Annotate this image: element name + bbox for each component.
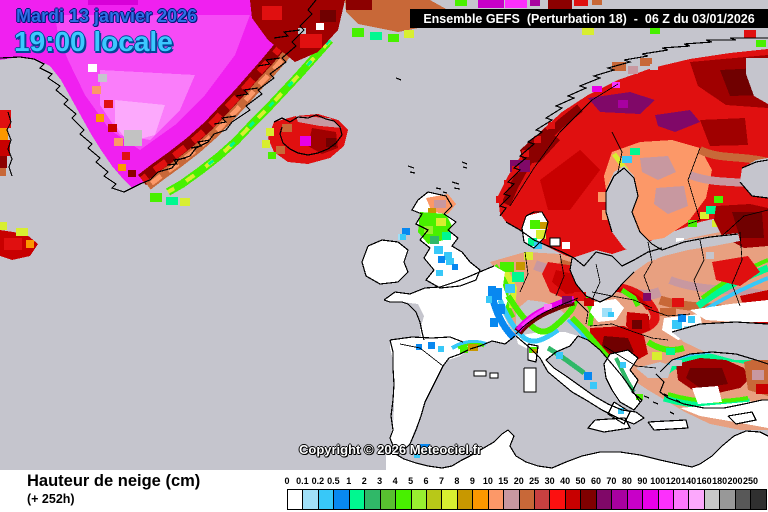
legend-tick-label: 200 [727,476,743,486]
legend-tick-label: 6 [423,476,429,486]
legend-color-cell [410,489,427,510]
legend-color-cell [657,489,674,510]
legend-color-cell [611,489,628,510]
legend-color-cell [534,489,551,510]
legend-color-cell [425,489,443,510]
legend-tick-label: 80 [621,476,632,486]
legend-tick-label: 9 [469,476,475,486]
legend-tick-label: 30 [544,476,555,486]
legend-tick-label: 3 [377,476,383,486]
legend-tick-label: 4 [392,476,398,486]
legend-color-cell [487,489,505,510]
legend-color-cell [441,489,458,510]
legend-color-cell [287,489,304,510]
legend-tick-label: 40 [560,476,571,486]
legend-color-cell [302,489,319,510]
country-borders [399,83,768,369]
coastlines [0,0,768,469]
legend-tick-label: 15 [498,476,509,486]
legend-color-cell [503,489,520,510]
legend-color-cell [734,489,752,510]
legend-tick-label: 250 [742,476,759,486]
legend-color-cell [564,489,582,510]
legend-color-cell [379,489,397,510]
legend-tick-label: 60 [590,476,602,486]
legend-tick-label: 100 [650,476,666,486]
legend-tick-label: 90 [637,476,648,486]
legend-color-cell [750,489,767,510]
legend-tick-label: 120 [665,476,681,486]
legend-color-cell [580,489,597,510]
model-run-banner: Ensemble GEFS (Perturbation 18) - 06 Z d… [410,9,768,28]
legend-color-cell [348,489,366,510]
copyright-label: Copyright © 2026 Meteociel.fr [299,442,482,457]
legend-tick-label: 0.1 [296,476,309,486]
legend-tick-label: 10 [482,476,493,486]
legend-tick-label: 20 [513,476,524,486]
legend-tick-labels: 0 0.1 0.2 0.5 1 2 3 4 5 6 7 8 9 10 15 20 25 30 40 50 60 70 80 9… [284,476,767,487]
legend-color-cell [688,489,705,510]
map-time-label: 19:00 locale [14,26,173,57]
legend-tick-label: 1 [346,476,352,486]
legend-color-cell [364,489,381,510]
legend-tick-label: 0 [284,476,290,486]
legend-color-cell [317,489,335,510]
legend-tick-label: 180 [712,476,728,486]
legend-color-cell [456,489,474,510]
legend-tick-label: 140 [681,476,697,486]
iceland-region [262,114,348,164]
legend-color-cell [703,489,721,510]
legend-color-cell [333,489,350,510]
legend-tick-label: 25 [529,476,540,486]
legend-tick-label: 50 [575,476,586,486]
legend-color-cell [472,489,489,510]
legend-color-cell [642,489,659,510]
weather-map [0,0,768,470]
map-date-label: Mardi 13 janvier 2026 [16,6,198,26]
legend-tick-label: 5 [408,476,414,486]
legend-color-cell [719,489,736,510]
legend-color-cell [518,489,535,510]
legend-color-cell [595,489,613,510]
greenland-region [0,0,345,206]
legend-lead-time: (+ 252h) [27,492,75,506]
legend-tick-label: 8 [454,476,460,486]
model-run-label: Ensemble GEFS (Perturbation 18) - 06 Z d… [423,11,755,26]
legend-color-cell [626,489,644,510]
legend-tick-label: 0.2 [311,476,325,486]
canada-edge-region [0,110,38,260]
legend-color-scale [287,489,767,510]
legend-tick-label: 2 [361,476,367,486]
legend-color-cell [549,489,566,510]
seas-overlay [565,58,768,402]
snow-depth-map [0,0,768,470]
legend-tick-label: 70 [606,476,617,486]
legend-tick-label: 7 [438,476,445,486]
legend-title: Hauteur de neige (cm) [27,472,201,490]
legend-color-cell [672,489,690,510]
legend-bar: Hauteur de neige (cm) (+ 252h) 0 0.1 0.2 0.… [0,470,768,512]
legend-tick-label: 0.5 [327,476,340,486]
legend-tick-label: 160 [696,476,712,486]
legend-color-cell [395,489,412,510]
